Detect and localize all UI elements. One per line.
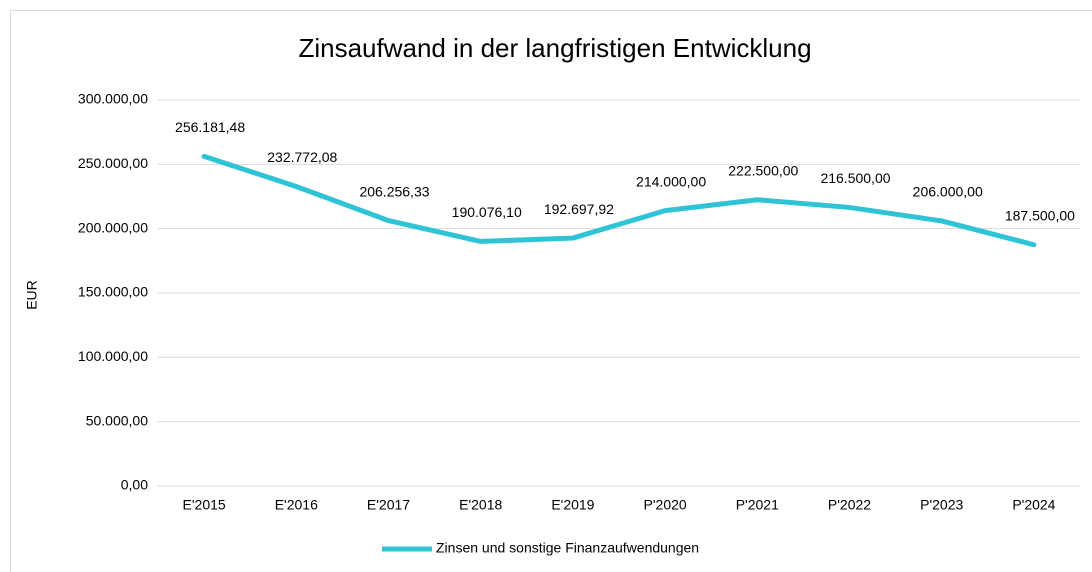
y-tick-label: 50.000,00 (86, 412, 148, 428)
data-label: 256.181,48 (175, 119, 245, 135)
data-label: 190.076,10 (452, 204, 522, 220)
x-tick-label: E'2019 (551, 497, 594, 513)
x-tick-label: P'2021 (736, 497, 779, 513)
legend-label: Zinsen und sonstige Finanzaufwendungen (436, 540, 699, 556)
y-tick-label: 250.000,00 (78, 155, 148, 171)
data-label: 206.256,33 (359, 183, 429, 199)
data-label: 187.500,00 (1005, 207, 1075, 223)
y-axis-label: EUR (24, 280, 40, 310)
data-line (201, 153, 1037, 248)
y-tick-label: 300.000,00 (78, 91, 148, 107)
x-tick-label: E'2015 (183, 497, 226, 513)
x-tick-label: E'2018 (459, 497, 502, 513)
data-label: 216.500,00 (820, 170, 890, 186)
x-tick-label: P'2020 (644, 497, 687, 513)
x-tick-label: E'2017 (367, 497, 410, 513)
chart-frame (10, 10, 1092, 572)
x-tick-label: P'2024 (1012, 497, 1055, 513)
data-label: 214.000,00 (636, 173, 706, 189)
data-label: 206.000,00 (913, 184, 983, 200)
data-label: 232.772,08 (267, 149, 337, 165)
x-tick-label: E'2016 (275, 497, 318, 513)
chart-title: Zinsaufwand in der langfristigen Entwick… (298, 33, 811, 63)
y-tick-label: 0,00 (121, 477, 148, 493)
data-label: 222.500,00 (728, 162, 798, 178)
x-tick-label: P'2023 (920, 497, 963, 513)
data-label: 192.697,92 (544, 201, 614, 217)
y-tick-label: 100.000,00 (78, 348, 148, 364)
x-tick-label: P'2022 (828, 497, 871, 513)
y-tick-label: 150.000,00 (78, 284, 148, 300)
y-tick-label: 200.000,00 (78, 219, 148, 235)
